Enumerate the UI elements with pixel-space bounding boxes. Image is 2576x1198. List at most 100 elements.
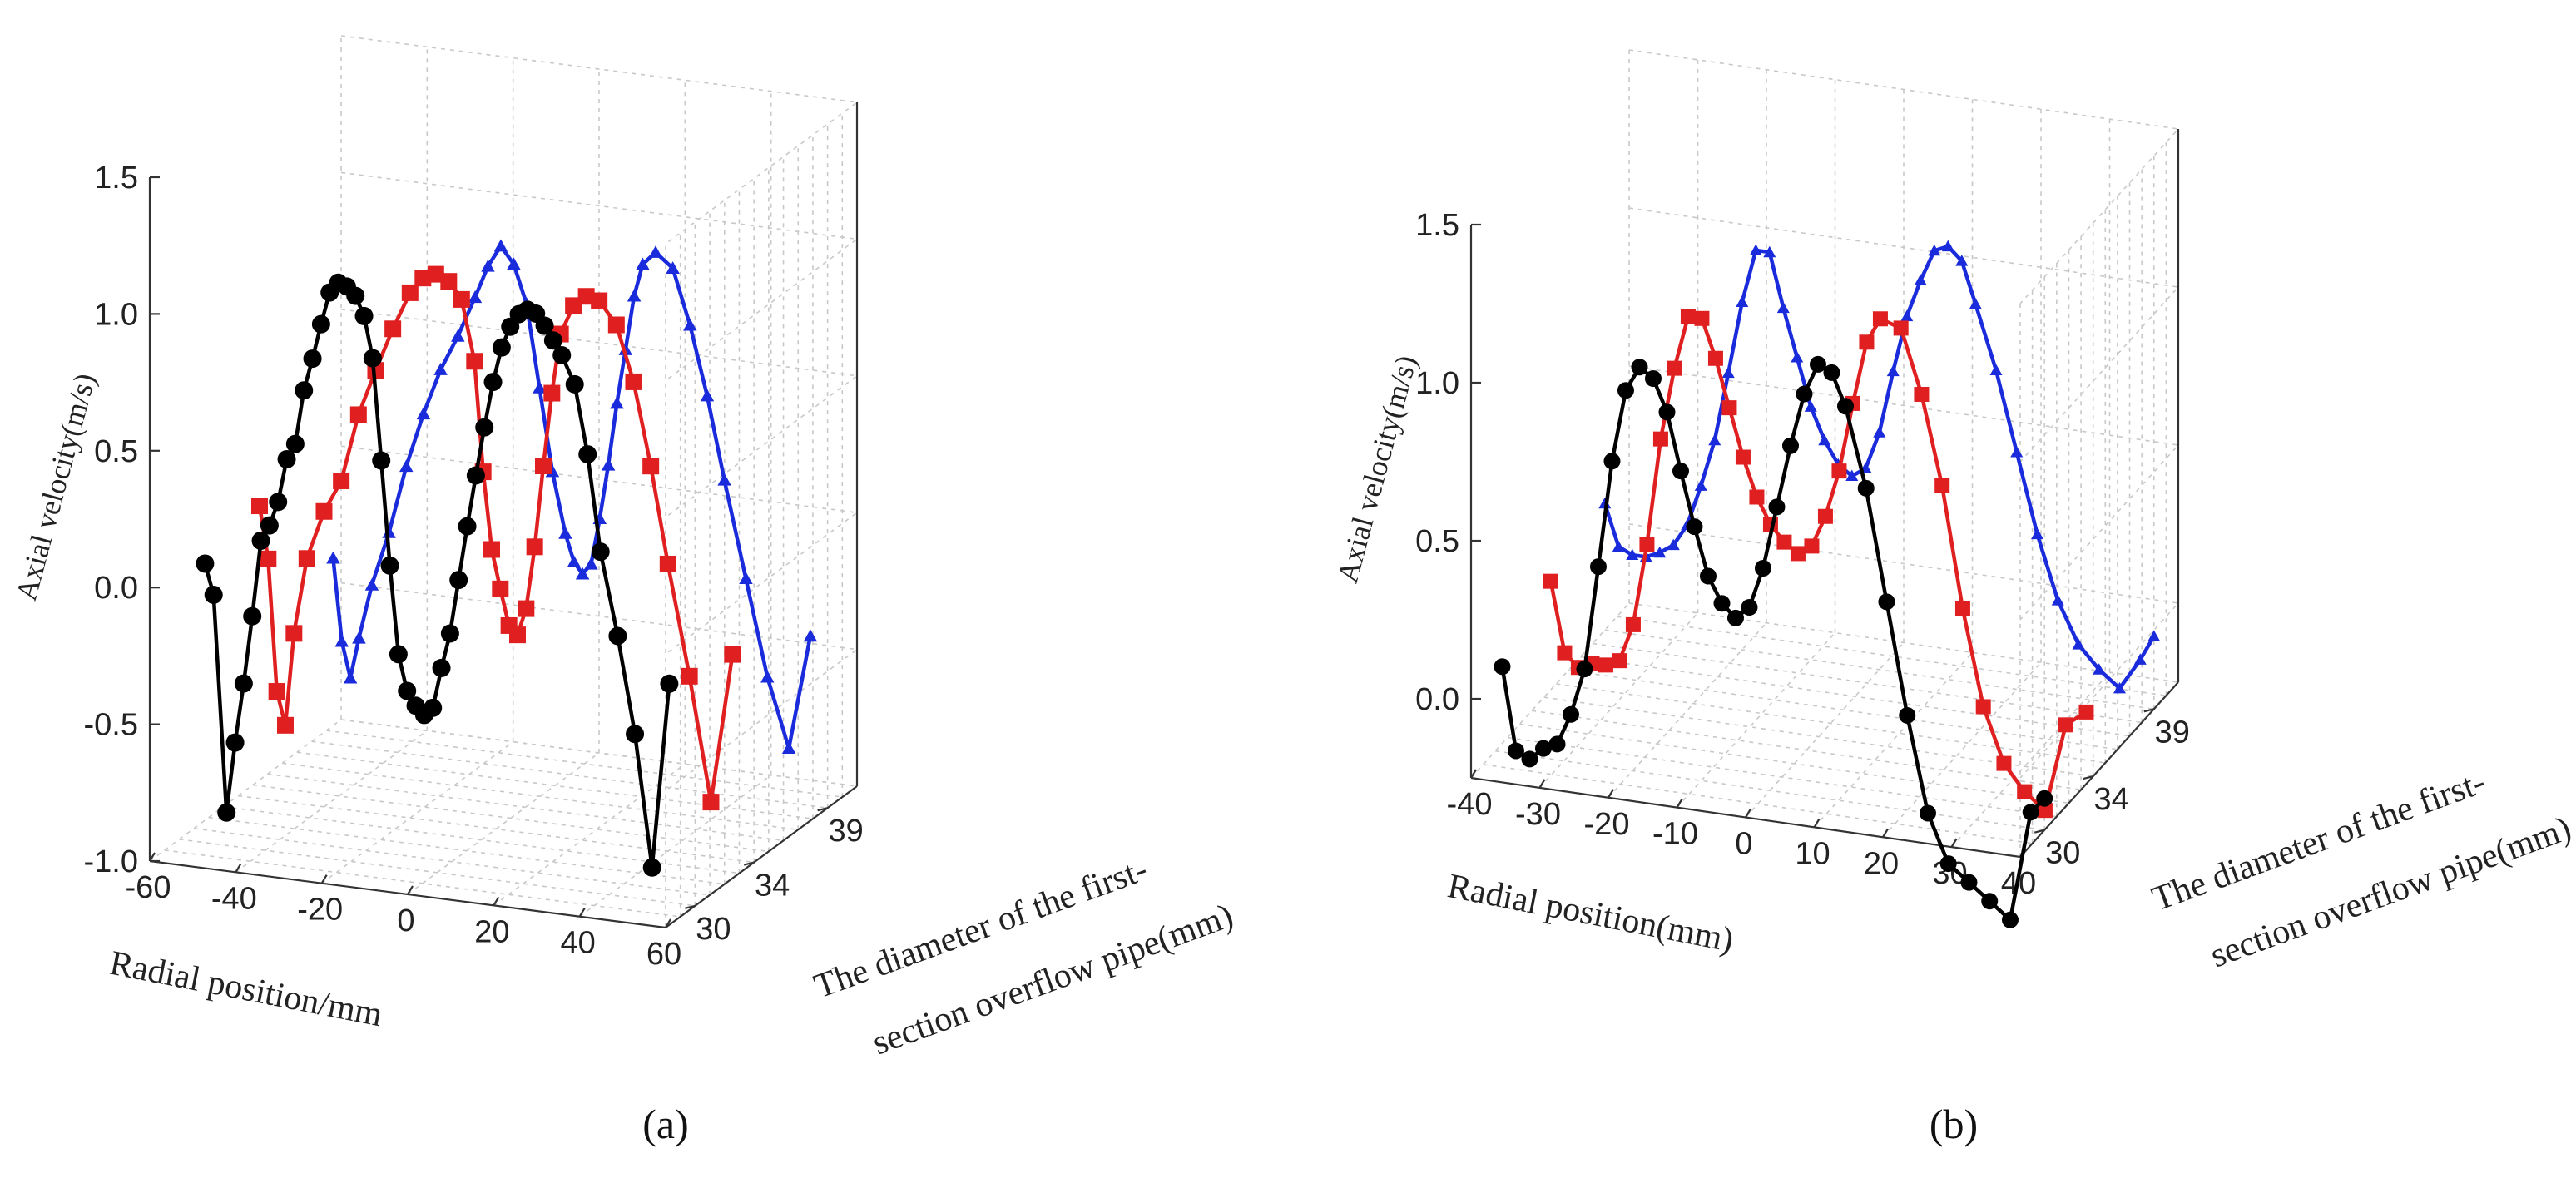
data-point bbox=[1507, 742, 1524, 760]
z-tick-label: 30 bbox=[2045, 836, 2080, 871]
data-point bbox=[1886, 364, 1900, 377]
data-point bbox=[1494, 658, 1511, 676]
data-point bbox=[424, 698, 443, 717]
floor-grid-z bbox=[179, 839, 696, 907]
data-point bbox=[625, 373, 642, 390]
data-point bbox=[475, 418, 494, 437]
data-point bbox=[466, 466, 485, 485]
z-tick-label: 34 bbox=[2094, 782, 2129, 817]
wall-grid-y bbox=[340, 582, 859, 792]
data-point bbox=[1672, 463, 1689, 480]
data-point bbox=[1686, 518, 1703, 536]
data-point bbox=[260, 516, 279, 535]
wall-grid-y bbox=[340, 445, 859, 655]
floor-grid-x bbox=[1470, 602, 1630, 779]
data-point bbox=[384, 320, 402, 338]
data-point bbox=[1878, 593, 1895, 611]
data-point bbox=[234, 674, 253, 693]
data-point bbox=[535, 316, 554, 335]
floor-grid-z bbox=[1543, 696, 2093, 777]
data-point bbox=[433, 363, 448, 375]
data-point bbox=[1893, 320, 1909, 336]
chart-a: -1.0 -0.5 0.0 0.5 1.0 1.5 -60 -40 -20 0 20 40 60 30 34… bbox=[9, 35, 1238, 1147]
data-point bbox=[534, 457, 552, 474]
data-point bbox=[1845, 469, 1859, 482]
data-point bbox=[724, 646, 741, 663]
floor-grid-z bbox=[1507, 736, 2057, 818]
data-point bbox=[2133, 653, 2147, 665]
data-point bbox=[493, 239, 508, 252]
data-point bbox=[343, 671, 358, 684]
data-point bbox=[1694, 479, 1707, 491]
data-point bbox=[1836, 398, 1854, 415]
data-point bbox=[1653, 546, 1667, 558]
data-point bbox=[1721, 400, 1737, 416]
data-point bbox=[1809, 355, 1826, 373]
data-point bbox=[1617, 382, 1634, 399]
data-point bbox=[1680, 309, 1696, 324]
data-point bbox=[702, 794, 720, 811]
data-point bbox=[483, 541, 500, 558]
data-point bbox=[700, 389, 715, 402]
data-point bbox=[2051, 594, 2064, 606]
data-point bbox=[1726, 609, 1744, 626]
x-axis-label: Radial position(mm) bbox=[1444, 867, 1736, 960]
data-point bbox=[277, 450, 296, 469]
floor-grid-z bbox=[1568, 669, 2118, 750]
data-point bbox=[739, 572, 753, 585]
floor-grid-x bbox=[149, 719, 342, 862]
series-line bbox=[331, 244, 813, 750]
data-point bbox=[683, 318, 697, 331]
data-point bbox=[803, 629, 818, 642]
data-point bbox=[1817, 508, 1833, 524]
data-point bbox=[1534, 740, 1552, 757]
floor-grid-x bbox=[1882, 661, 2042, 838]
data-point bbox=[1589, 558, 1607, 576]
data-point bbox=[1521, 750, 1538, 768]
floor-grid-z bbox=[252, 784, 769, 853]
data-point bbox=[311, 314, 330, 334]
x-tick-label: 20 bbox=[1864, 846, 1899, 881]
data-point bbox=[2037, 803, 2053, 819]
data-point bbox=[1981, 893, 1999, 910]
data-point bbox=[303, 349, 322, 369]
data-point bbox=[1713, 595, 1731, 612]
data-point bbox=[440, 273, 458, 290]
data-point bbox=[440, 624, 459, 643]
z-axis-line bbox=[665, 785, 858, 928]
data-point bbox=[389, 645, 408, 664]
floor-grid-z bbox=[1495, 750, 2045, 831]
wall-grid-y bbox=[340, 171, 859, 382]
floor-grid-z bbox=[1617, 616, 2167, 696]
data-point bbox=[260, 550, 277, 567]
data-point bbox=[642, 858, 661, 877]
data-point bbox=[481, 259, 495, 272]
floor-grid-z bbox=[1483, 764, 2033, 844]
x-tick bbox=[1950, 838, 1958, 848]
z-tick-label: 30 bbox=[696, 912, 731, 947]
data-point bbox=[642, 458, 660, 475]
data-point bbox=[398, 681, 417, 700]
x-tick-label: 20 bbox=[474, 914, 509, 949]
z-tick bbox=[2034, 829, 2045, 834]
floor-grid-x bbox=[1745, 641, 1905, 819]
x-tick-label: 0 bbox=[397, 903, 414, 938]
data-point bbox=[781, 741, 796, 754]
z-tick bbox=[2083, 775, 2093, 780]
data-point bbox=[2072, 638, 2085, 650]
data-point bbox=[1975, 699, 1991, 715]
data-point bbox=[681, 667, 698, 685]
x-tick bbox=[320, 874, 328, 884]
plot-area-a: -1.0 -0.5 0.0 0.5 1.0 1.5 -60 -40 -20 0 20 40 60 30 34… bbox=[9, 35, 1238, 1062]
data-point bbox=[1818, 433, 1831, 446]
data-point bbox=[2036, 790, 2053, 807]
x-tick bbox=[235, 863, 242, 873]
z-tick bbox=[743, 861, 755, 866]
data-point bbox=[217, 803, 236, 822]
data-point bbox=[1639, 537, 1655, 552]
x-tick-label: -40 bbox=[1447, 787, 1493, 822]
data-point bbox=[533, 380, 547, 394]
data-point bbox=[627, 289, 642, 302]
floor-grid-z bbox=[238, 795, 755, 864]
z-tick-label: 34 bbox=[755, 869, 790, 903]
